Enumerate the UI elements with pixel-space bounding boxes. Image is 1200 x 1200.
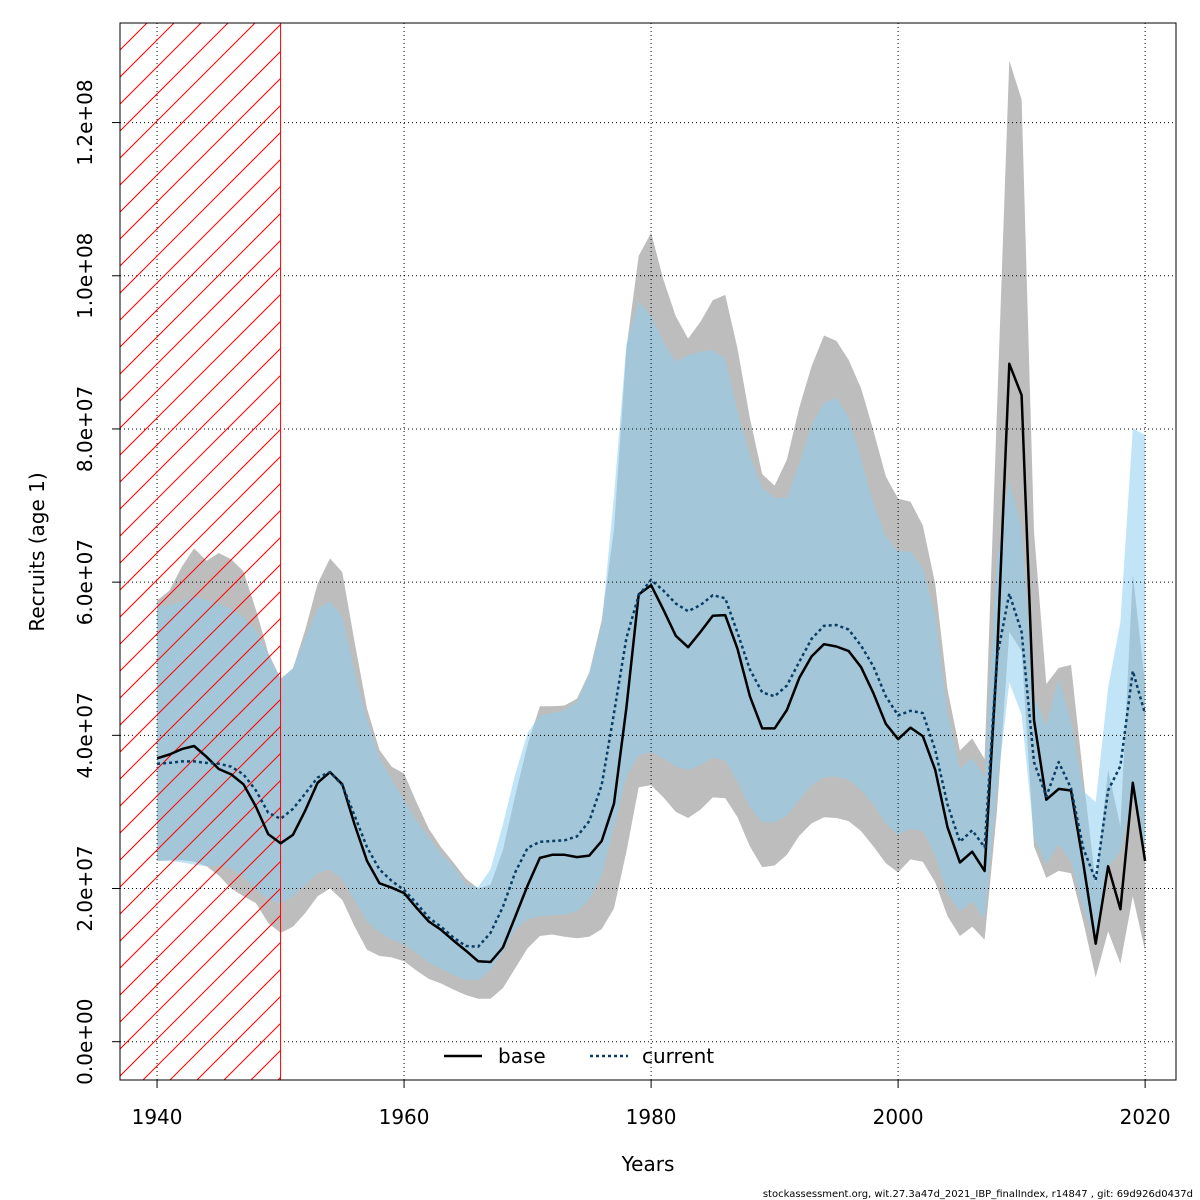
x-tick-label: 1960 — [379, 1105, 430, 1129]
hatch-line — [120, 23, 121, 24]
hatch-line — [120, 158, 281, 321]
x-axis: 1940 1960 1980 2000 2020 — [132, 1079, 1171, 1129]
y-axis-title: Recruits (age 1) — [25, 472, 49, 631]
hatch-line — [120, 752, 281, 915]
footer-source: stockassessment.org, wit.27.3a47d_2021_I… — [763, 1189, 1193, 1200]
hatch-line — [120, 131, 281, 294]
y-tick-label: 8.0e+07 — [73, 386, 97, 472]
band-current — [157, 301, 1146, 981]
grid-lines — [120, 23, 1176, 1080]
y-tick-label: 1.0e+08 — [73, 233, 97, 319]
hatch-line — [120, 401, 281, 564]
hatch-border — [119, 22, 282, 1081]
hatch-line — [120, 428, 281, 591]
hatch-line — [120, 77, 281, 240]
hatch-line — [120, 482, 281, 645]
series-lines — [156, 362, 1147, 964]
x-axis-title: Years — [621, 1152, 675, 1176]
x-tick-label: 2020 — [1120, 1105, 1171, 1129]
hatch-lines — [120, 23, 281, 1080]
y-tick-label: 0.0e+00 — [73, 999, 97, 1085]
y-tick-label: 6.0e+07 — [73, 539, 97, 625]
hatch-line — [120, 50, 281, 213]
x-tick-label: 1940 — [132, 1105, 183, 1129]
hatch-line — [120, 509, 281, 672]
line-base — [156, 362, 1147, 964]
hatch-line — [120, 185, 281, 348]
hatch-line — [120, 833, 281, 996]
hatch-line — [120, 887, 281, 1050]
hatch-line — [120, 536, 281, 699]
hatch-line — [120, 104, 281, 267]
legend: base current — [444, 1044, 714, 1068]
legend-current-label: current — [642, 1044, 714, 1068]
y-axis: 0.0e+00 2.0e+07 4.0e+07 6.0e+07 8.0e+07 1.0e+… — [73, 79, 121, 1085]
x-tick-label: 2000 — [873, 1105, 924, 1129]
line-current — [157, 578, 1147, 948]
y-tick-label: 4.0e+07 — [73, 692, 97, 778]
x-tick-label: 1980 — [626, 1105, 677, 1129]
hatch-line — [120, 455, 281, 618]
hatch-line — [120, 860, 281, 1023]
legend-base-label: base — [498, 1044, 546, 1068]
confidence-bands — [157, 60, 1146, 999]
y-tick-label: 2.0e+07 — [73, 845, 97, 931]
hatch-line — [120, 779, 281, 942]
y-tick-label: 1.2e+08 — [73, 79, 97, 165]
hatch-line — [120, 806, 281, 969]
